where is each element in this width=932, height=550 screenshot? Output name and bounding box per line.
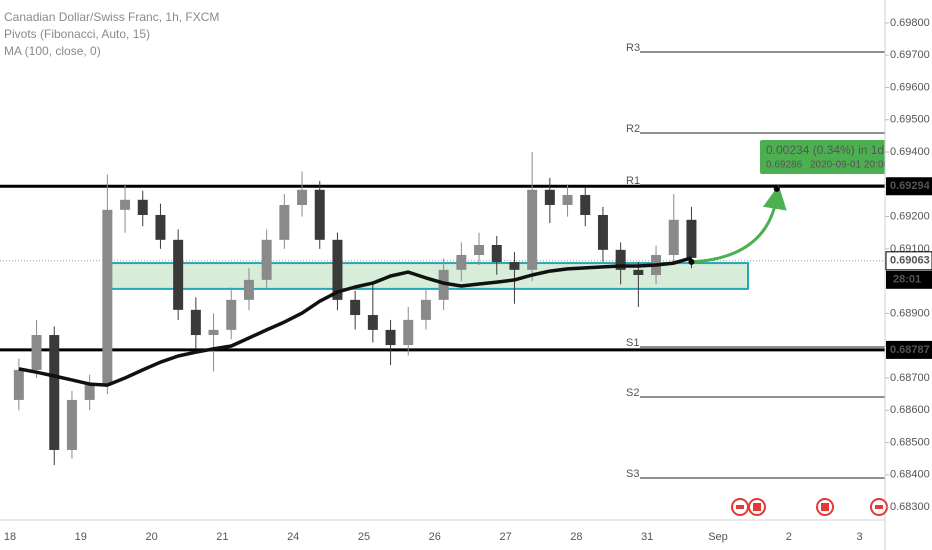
candle-body [456, 254, 467, 270]
projection-change: 0.00234 (0.34%) in 1d 5h [766, 143, 901, 157]
candle-body [332, 239, 343, 300]
indicator-legend: Pivots (Fibonacci, Auto, 15) [4, 27, 150, 41]
event-icons [731, 498, 888, 516]
projection-end [773, 185, 780, 192]
current-price-label: 0.69063 [890, 255, 930, 267]
y-tick-label: 0.68700 [890, 372, 930, 384]
indicator-legend: MA (100, close, 0) [4, 44, 101, 58]
candle-body [615, 249, 626, 270]
candle-body [190, 309, 201, 336]
x-tick-label: 3 [857, 531, 863, 543]
candle-body [226, 299, 237, 330]
pivot-label: S1 [626, 337, 639, 349]
candle-body [102, 209, 113, 386]
candle-body [367, 315, 378, 330]
candle-body [137, 199, 148, 215]
candle-body [474, 244, 485, 255]
candle-body [509, 262, 520, 270]
candle-body [350, 299, 361, 316]
x-tick-label: 24 [287, 531, 299, 543]
x-tick-label: 2 [786, 531, 792, 543]
candle-body [491, 244, 502, 263]
candle-body [279, 204, 290, 240]
candle-body [261, 239, 272, 280]
pivot-label: R1 [626, 175, 640, 187]
y-tick-label: 0.69500 [890, 114, 930, 126]
level-price-box [886, 340, 932, 359]
countdown-label: 28:01 [893, 274, 921, 286]
y-tick-label: 0.69600 [890, 81, 930, 93]
y-tick-label: 0.69800 [890, 17, 930, 29]
candle-body [403, 319, 414, 346]
x-tick-label: 27 [499, 531, 511, 543]
projection-start [688, 258, 695, 265]
candle-body [562, 194, 573, 205]
level-price-label: 0.69294 [890, 180, 931, 192]
candle-body [314, 189, 325, 240]
y-tick-label: 0.69400 [890, 146, 930, 158]
projection-time: 2020-09-01 20:00 [810, 160, 889, 171]
y-tick-label: 0.68900 [890, 307, 930, 319]
candle-body [420, 299, 431, 320]
moving-average [18, 256, 692, 387]
pivot-label: S2 [626, 387, 639, 399]
x-tick-label: 26 [429, 531, 441, 543]
candle-body [385, 329, 396, 346]
x-tick-label: Sep [708, 531, 728, 543]
y-tick-label: 0.69700 [890, 49, 930, 61]
x-tick-label: 20 [145, 531, 157, 543]
x-tick-label: 25 [358, 531, 370, 543]
projection-arrow [691, 184, 787, 264]
countdown-box [886, 270, 932, 289]
pivot-label: S3 [626, 468, 639, 480]
candle-body [668, 219, 679, 255]
y-tick-label: 0.68300 [890, 501, 930, 513]
symbol-title: Canadian Dollar/Swiss Franc, 1h, FXCM [4, 10, 219, 24]
candle-body [173, 239, 184, 310]
x-tick-label: 19 [75, 531, 87, 543]
y-tick-label: 0.68600 [890, 404, 930, 416]
candle-body [633, 269, 644, 276]
candle-body [31, 335, 42, 370]
candle-body [597, 214, 608, 250]
x-tick-label: 28 [570, 531, 582, 543]
level-price-box [886, 177, 932, 196]
candle-body [84, 385, 95, 400]
x-tick-label: 31 [641, 531, 653, 543]
projection-callout [760, 140, 885, 174]
x-tick-label: 18 [4, 531, 16, 543]
candle-body [13, 369, 24, 400]
candle-body [527, 189, 538, 270]
current-price-box [885, 251, 932, 271]
level-price-label: 0.68787 [890, 344, 930, 356]
candle-body [49, 335, 60, 450]
candle-body [297, 189, 308, 205]
candle-body [580, 194, 591, 215]
candle-body [544, 189, 555, 205]
projection-target: 0.69286 [766, 160, 803, 171]
plot-area: R3 R2 R1 S1 S2 S3 0.00234 (0.34%) in 1d 5h 0.69… [0, 42, 901, 480]
candle-body [243, 279, 254, 300]
candle-body [686, 219, 697, 258]
x-tick-label: 21 [216, 531, 228, 543]
y-tick-label: 0.68500 [890, 436, 930, 448]
candle-body [155, 214, 166, 240]
y-tick-label: 0.69200 [890, 210, 930, 222]
candle-body [120, 199, 131, 210]
candle-body [66, 399, 77, 450]
pivot-label: R2 [626, 123, 640, 135]
y-tick-label: 0.68400 [890, 469, 930, 481]
candle-body [208, 329, 219, 336]
pivot-label: R3 [626, 42, 640, 54]
